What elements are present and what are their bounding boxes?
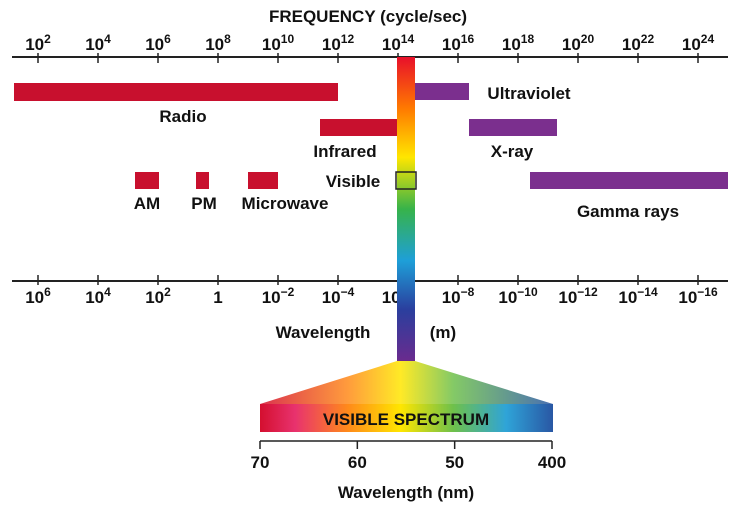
frequency-tick-label: 1016 bbox=[442, 32, 475, 54]
am-bar bbox=[135, 172, 159, 189]
visible-marker-box bbox=[395, 171, 417, 190]
frequency-tick-label: 1022 bbox=[622, 32, 655, 54]
wavelength-tick-label: 10−4 bbox=[322, 285, 355, 307]
frequency-tick-label: 106 bbox=[145, 32, 171, 54]
wavelength-tick-label: 10−10 bbox=[498, 285, 538, 307]
frequency-tick-label: 1012 bbox=[322, 32, 355, 54]
visible-rainbow-strip bbox=[397, 57, 415, 361]
radio-bar bbox=[14, 83, 338, 101]
ultraviolet-bar bbox=[414, 83, 469, 100]
frequency-tick-label: 1018 bbox=[502, 32, 535, 54]
nm-tick-label: 60 bbox=[348, 453, 367, 472]
frequency-axis-ticks: 102 104 106 108 1010 1012 1014 1016 1018 1020 1022… bbox=[25, 32, 714, 63]
xray-bar bbox=[469, 119, 557, 136]
wavelength-tick-label: 10−16 bbox=[678, 285, 718, 307]
spectrum-fan bbox=[260, 361, 553, 404]
visible-label: Visible bbox=[326, 172, 381, 191]
visible-spectrum-title: VISIBLE SPECTRUM bbox=[323, 410, 489, 429]
gamma-bar bbox=[530, 172, 728, 189]
nm-axis-title: Wavelength (nm) bbox=[338, 483, 474, 502]
ultraviolet-label: Ultraviolet bbox=[487, 84, 570, 103]
am-label: AM bbox=[134, 194, 160, 213]
nm-axis-ticks: 70 60 50 400 bbox=[251, 441, 566, 472]
wavelength-tick-label: 10−8 bbox=[442, 285, 475, 307]
wavelength-tick-label: 104 bbox=[85, 285, 111, 307]
frequency-tick-label: 108 bbox=[205, 32, 231, 54]
pm-bar bbox=[196, 172, 209, 189]
wavelength-tick-label: 10−2 bbox=[262, 285, 295, 307]
visible-spectrum-band bbox=[260, 404, 553, 432]
wavelength-axis-title: Wavelength bbox=[276, 323, 371, 342]
frequency-axis-title: FREQUENCY (cycle/sec) bbox=[269, 7, 467, 26]
wavelength-tick-label: 1 bbox=[213, 288, 222, 307]
wavelength-tick-label: 102 bbox=[145, 285, 171, 307]
wavelength-tick-label: 10−14 bbox=[618, 285, 658, 307]
nm-tick-label: 50 bbox=[445, 453, 464, 472]
infrared-bar bbox=[320, 119, 398, 136]
wavelength-axis-ticks: 106104102110−210−410−610−810−1010−1210−1… bbox=[25, 275, 718, 307]
nm-tick-label: 70 bbox=[251, 453, 270, 472]
frequency-tick-label: 1014 bbox=[382, 32, 415, 54]
frequency-tick-label: 1020 bbox=[562, 32, 595, 54]
wavelength-axis-unit: (m) bbox=[430, 323, 456, 342]
wavelength-tick-label: 10−12 bbox=[558, 285, 598, 307]
frequency-tick-label: 102 bbox=[25, 32, 51, 54]
frequency-tick-label: 1010 bbox=[262, 32, 295, 54]
nm-tick-label: 400 bbox=[538, 453, 566, 472]
pm-label: PM bbox=[191, 194, 217, 213]
microwave-bar bbox=[248, 172, 278, 189]
frequency-tick-label: 1024 bbox=[682, 32, 715, 54]
infrared-label: Infrared bbox=[313, 142, 376, 161]
frequency-tick-label: 104 bbox=[85, 32, 111, 54]
microwave-label: Microwave bbox=[242, 194, 329, 213]
gamma-label: Gamma rays bbox=[577, 202, 679, 221]
wavelength-tick-label: 106 bbox=[25, 285, 51, 307]
radio-label: Radio bbox=[159, 107, 206, 126]
xray-label: X-ray bbox=[491, 142, 534, 161]
